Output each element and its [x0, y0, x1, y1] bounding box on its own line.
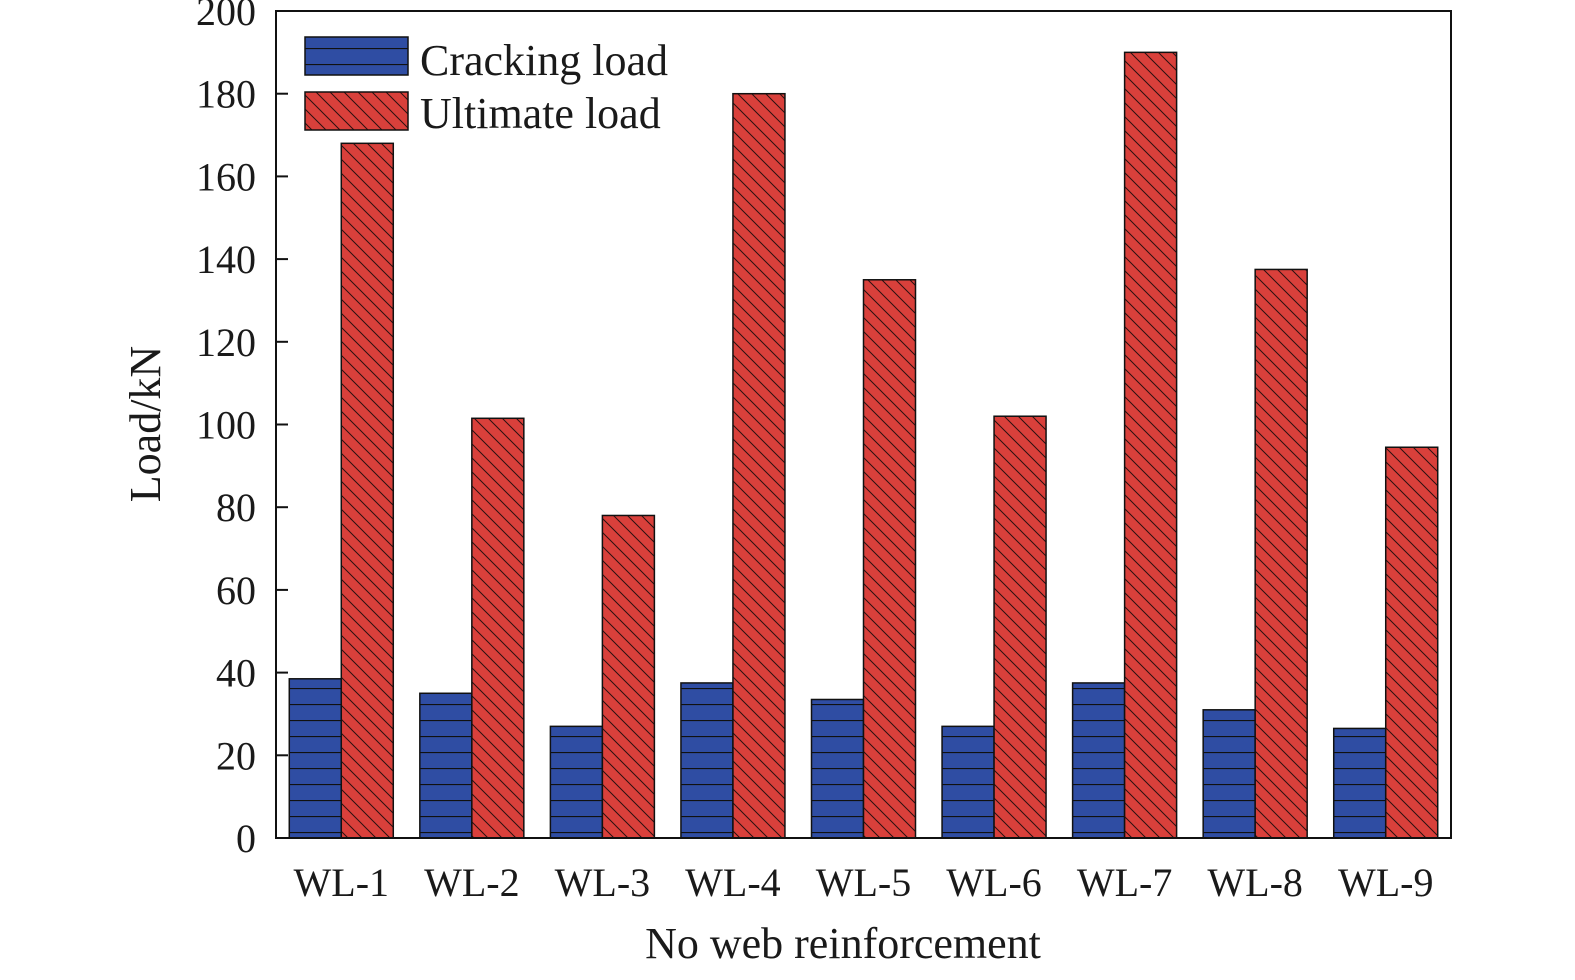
x-axis-ticks: WL-1 WL-2 WL-3 WL-4 WL-5 WL-6 WL-7 WL-8 WL-9 — [294, 860, 1434, 905]
x-tick-label-wl-6: WL-6 — [946, 860, 1042, 905]
bar-ultimate-load-wl-2 — [471, 417, 525, 839]
y-axis-ticks: 0 20 40 60 80 100 120 140 160 180 200 — [196, 0, 288, 861]
x-tick-label-wl-7: WL-7 — [1077, 860, 1173, 905]
bar-ultimate-load-wl-1 — [340, 142, 395, 839]
x-tick-label-wl-8: WL-8 — [1207, 860, 1303, 905]
bar-cracking-load-wl-7 — [1071, 682, 1126, 839]
x-tick-label-wl-4: WL-4 — [685, 860, 781, 905]
bar-cracking-load-wl-8 — [1202, 709, 1256, 839]
x-axis-label: No web reinforcement — [645, 919, 1041, 968]
bar-cracking-load-wl-1 — [288, 678, 343, 839]
y-tick-label-200: 200 — [196, 0, 256, 34]
x-tick-label-wl-1: WL-1 — [294, 860, 390, 905]
legend-label-cracking-load: Cracking load — [420, 36, 668, 85]
y-tick-label-140: 140 — [196, 237, 256, 282]
bars-group — [288, 51, 1439, 839]
bar-cracking-load-wl-2 — [419, 692, 473, 839]
x-tick-label-wl-2: WL-2 — [424, 860, 520, 905]
bar-ultimate-load-wl-6 — [993, 415, 1047, 839]
x-tick-label-wl-5: WL-5 — [816, 860, 912, 905]
y-tick-label-0: 0 — [236, 816, 256, 861]
y-tick-label-180: 180 — [196, 72, 256, 117]
bar-cracking-load-wl-5 — [810, 698, 865, 839]
bar-ultimate-load-wl-9 — [1384, 446, 1439, 839]
y-tick-label-120: 120 — [196, 320, 256, 365]
legend-swatch-ultimate-load — [304, 91, 409, 131]
bar-ultimate-load-wl-7 — [1123, 51, 1178, 839]
legend-label-ultimate-load: Ultimate load — [420, 89, 661, 138]
bar-cracking-load-wl-4 — [680, 682, 734, 839]
y-tick-label-40: 40 — [216, 651, 256, 696]
y-tick-label-60: 60 — [216, 568, 256, 613]
y-tick-label-20: 20 — [216, 733, 256, 778]
bar-cracking-load-wl-3 — [549, 725, 604, 839]
bar-ultimate-load-wl-8 — [1254, 268, 1308, 839]
bar-ultimate-load-wl-5 — [862, 279, 917, 839]
y-tick-label-80: 80 — [216, 485, 256, 530]
legend-swatch-cracking-load — [304, 36, 409, 76]
bar-ultimate-load-wl-4 — [732, 92, 786, 839]
x-tick-label-wl-9: WL-9 — [1338, 860, 1434, 905]
y-tick-label-100: 100 — [196, 403, 256, 448]
legend: Cracking load Ultimate load — [304, 36, 668, 138]
plot-frame — [275, 10, 1452, 839]
bar-ultimate-load-wl-3 — [601, 514, 656, 839]
y-tick-label-160: 160 — [196, 154, 256, 199]
bar-cracking-load-wl-6 — [941, 725, 995, 839]
y-axis-label: Load/kN — [121, 346, 170, 502]
x-tick-label-wl-3: WL-3 — [555, 860, 651, 905]
bar-cracking-load-wl-9 — [1332, 727, 1387, 839]
